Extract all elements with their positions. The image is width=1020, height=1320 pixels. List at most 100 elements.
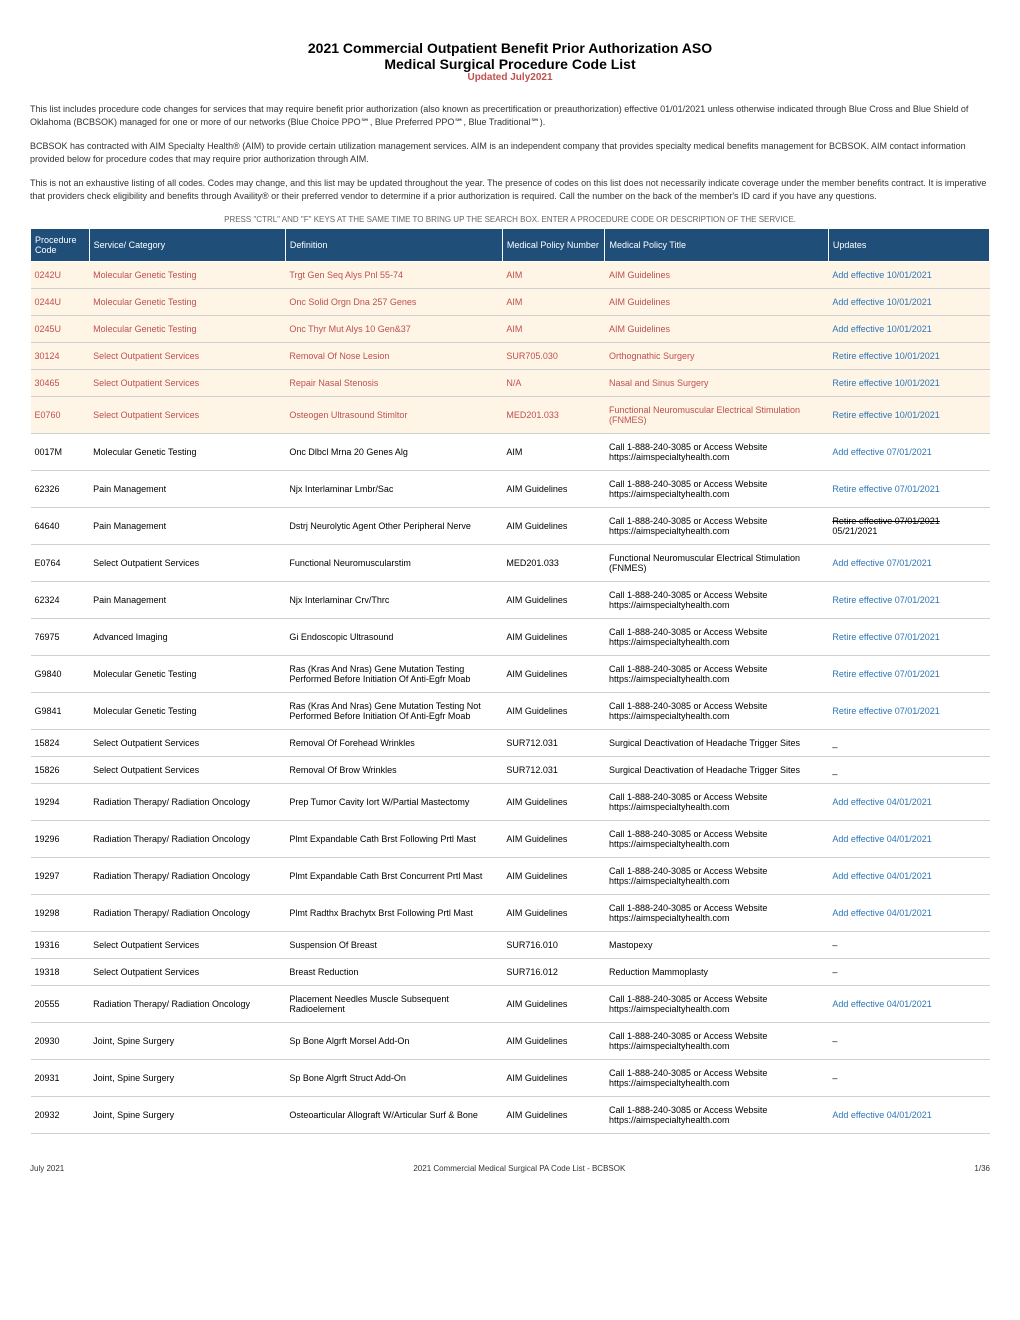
update-link[interactable]: Add effective 04/01/2021	[832, 908, 931, 918]
cell-update: Add effective 07/01/2021	[828, 433, 989, 470]
procedure-code-table: Procedure Code Service/ Category Definit…	[30, 228, 990, 1134]
cell-policy-num: SUR716.010	[502, 931, 605, 958]
cell-policy-num: SUR712.031	[502, 756, 605, 783]
update-link[interactable]: Retire effective 07/01/2021	[832, 669, 939, 679]
table-row: 15824Select Outpatient ServicesRemoval O…	[31, 729, 990, 756]
update-link[interactable]: Add effective 04/01/2021	[832, 1110, 931, 1120]
cell-policy-num: SUR712.031	[502, 729, 605, 756]
table-row: 62324Pain ManagementNjx Interlaminar Crv…	[31, 581, 990, 618]
cell-policy-num: AIM Guidelines	[502, 692, 605, 729]
cell-definition: Breast Reduction	[285, 958, 502, 985]
cell-policy-title: Call 1-888-240-3085 or Access Website ht…	[605, 1096, 828, 1133]
update-link[interactable]: Add effective 07/01/2021	[832, 558, 931, 568]
cell-code: 19296	[31, 820, 90, 857]
update-link[interactable]: Add effective 04/01/2021	[832, 999, 931, 1009]
update-link[interactable]: Retire effective 10/01/2021	[832, 351, 939, 361]
cell-code: 15826	[31, 756, 90, 783]
update-link[interactable]: Add effective 10/01/2021	[832, 324, 931, 334]
table-row: 0244UMolecular Genetic TestingOnc Solid …	[31, 288, 990, 315]
cell-policy-title: Nasal and Sinus Surgery	[605, 369, 828, 396]
cell-policy-num: AIM Guidelines	[502, 581, 605, 618]
cell-definition: Njx Interlaminar Lmbr/Sac	[285, 470, 502, 507]
cell-category: Select Outpatient Services	[89, 756, 285, 783]
cell-definition: Removal Of Nose Lesion	[285, 342, 502, 369]
cell-policy-title: AIM Guidelines	[605, 315, 828, 342]
table-row: 19316Select Outpatient ServicesSuspensio…	[31, 931, 990, 958]
cell-category: Molecular Genetic Testing	[89, 261, 285, 288]
cell-policy-title: Call 1-888-240-3085 or Access Website ht…	[605, 470, 828, 507]
cell-policy-title: Reduction Mammoplasty	[605, 958, 828, 985]
cell-code: 62324	[31, 581, 90, 618]
table-row: 19296Radiation Therapy/ Radiation Oncolo…	[31, 820, 990, 857]
cell-policy-num: AIM Guidelines	[502, 655, 605, 692]
cell-category: Pain Management	[89, 581, 285, 618]
cell-code: 20931	[31, 1059, 90, 1096]
cell-policy-num: AIM Guidelines	[502, 783, 605, 820]
cell-policy-title: Surgical Deactivation of Headache Trigge…	[605, 729, 828, 756]
cell-code: G9840	[31, 655, 90, 692]
table-row: 30124Select Outpatient ServicesRemoval O…	[31, 342, 990, 369]
cell-code: 20932	[31, 1096, 90, 1133]
cell-policy-title: Call 1-888-240-3085 or Access Website ht…	[605, 507, 828, 544]
cell-definition: Placement Needles Muscle Subsequent Radi…	[285, 985, 502, 1022]
cell-policy-title: Call 1-888-240-3085 or Access Website ht…	[605, 857, 828, 894]
update-link[interactable]: Retire effective 10/01/2021	[832, 410, 939, 420]
cell-policy-title: Call 1-888-240-3085 or Access Website ht…	[605, 985, 828, 1022]
cell-definition: Ras (Kras And Nras) Gene Mutation Testin…	[285, 692, 502, 729]
table-row: 20555Radiation Therapy/ Radiation Oncolo…	[31, 985, 990, 1022]
cell-definition: Repair Nasal Stenosis	[285, 369, 502, 396]
update-link[interactable]: Add effective 04/01/2021	[832, 797, 931, 807]
col-header-updates: Updates	[828, 228, 989, 261]
update-link[interactable]: Add effective 07/01/2021	[832, 447, 931, 457]
table-row: 0017MMolecular Genetic TestingOnc Dlbcl …	[31, 433, 990, 470]
cell-code: 19316	[31, 931, 90, 958]
cell-category: Radiation Therapy/ Radiation Oncology	[89, 894, 285, 931]
update-date: Updated July2021	[30, 72, 990, 83]
cell-definition: Njx Interlaminar Crv/Thrc	[285, 581, 502, 618]
update-link[interactable]: Add effective 04/01/2021	[832, 871, 931, 881]
cell-definition: Functional Neuromuscularstim	[285, 544, 502, 581]
cell-update: Retire effective 07/01/2021	[828, 692, 989, 729]
cell-policy-title: Call 1-888-240-3085 or Access Website ht…	[605, 655, 828, 692]
cell-category: Radiation Therapy/ Radiation Oncology	[89, 985, 285, 1022]
update-link[interactable]: Retire effective 07/01/2021	[832, 706, 939, 716]
cell-policy-title: Call 1-888-240-3085 or Access Website ht…	[605, 894, 828, 931]
cell-category: Molecular Genetic Testing	[89, 288, 285, 315]
cell-code: 19297	[31, 857, 90, 894]
cell-update: –	[828, 931, 989, 958]
cell-policy-title: Surgical Deactivation of Headache Trigge…	[605, 756, 828, 783]
cell-code: 15824	[31, 729, 90, 756]
cell-update: Add effective 04/01/2021	[828, 857, 989, 894]
cell-definition: Onc Dlbcl Mrna 20 Genes Alg	[285, 433, 502, 470]
update-link[interactable]: Retire effective 07/01/2021	[832, 484, 939, 494]
cell-update: Retire effective 07/01/2021	[828, 618, 989, 655]
cell-policy-title: Call 1-888-240-3085 or Access Website ht…	[605, 581, 828, 618]
cell-definition: Onc Thyr Mut Alys 10 Gen&37	[285, 315, 502, 342]
cell-code: E0760	[31, 396, 90, 433]
cell-update: _	[828, 729, 989, 756]
cell-category: Advanced Imaging	[89, 618, 285, 655]
cell-update: Add effective 07/01/2021	[828, 544, 989, 581]
cell-definition: Prep Tumor Cavity Iort W/Partial Mastect…	[285, 783, 502, 820]
cell-definition: Onc Solid Orgn Dna 257 Genes	[285, 288, 502, 315]
update-link[interactable]: Retire effective 07/01/2021	[832, 595, 939, 605]
update-link[interactable]: Add effective 10/01/2021	[832, 270, 931, 280]
table-row: E0764Select Outpatient ServicesFunctiona…	[31, 544, 990, 581]
cell-update: Add effective 04/01/2021	[828, 985, 989, 1022]
table-row: 19294Radiation Therapy/ Radiation Oncolo…	[31, 783, 990, 820]
search-hint: PRESS "CTRL" AND "F" KEYS AT THE SAME TI…	[30, 215, 990, 224]
cell-update: _	[828, 756, 989, 783]
table-row: 20930Joint, Spine SurgerySp Bone Algrft …	[31, 1022, 990, 1059]
cell-update: Retire effective 10/01/2021	[828, 396, 989, 433]
cell-update: Retire effective 07/01/2021	[828, 581, 989, 618]
cell-category: Select Outpatient Services	[89, 729, 285, 756]
table-header-row: Procedure Code Service/ Category Definit…	[31, 228, 990, 261]
update-link[interactable]: Retire effective 10/01/2021	[832, 378, 939, 388]
update-link[interactable]: Retire effective 07/01/2021	[832, 632, 939, 642]
update-link[interactable]: Add effective 04/01/2021	[832, 834, 931, 844]
update-link[interactable]: Add effective 10/01/2021	[832, 297, 931, 307]
footer-left: July 2021	[30, 1164, 64, 1173]
table-row: G9840Molecular Genetic TestingRas (Kras …	[31, 655, 990, 692]
col-header-policy-num: Medical Policy Number	[502, 228, 605, 261]
cell-policy-title: Call 1-888-240-3085 or Access Website ht…	[605, 783, 828, 820]
